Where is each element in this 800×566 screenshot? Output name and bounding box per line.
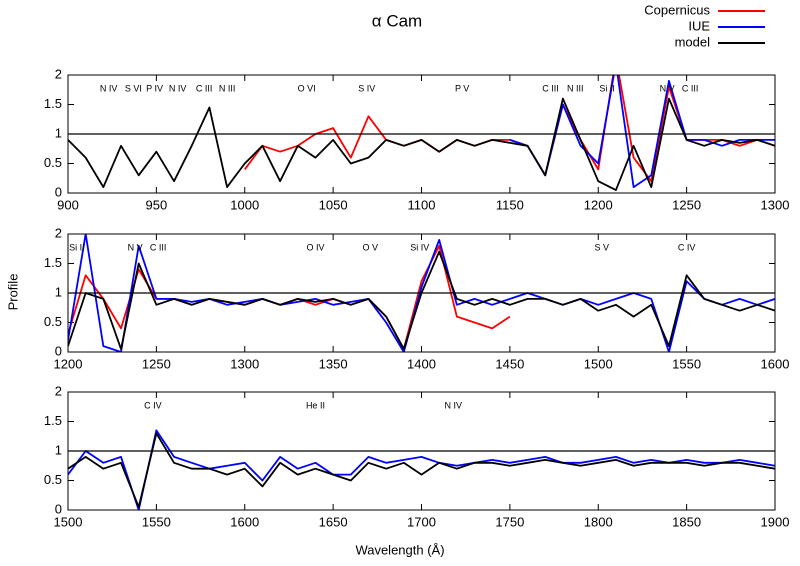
x-tick-label: 1150 [496, 197, 524, 212]
y-tick-label: 0 [55, 343, 62, 358]
y-tick-label: 0 [55, 184, 62, 199]
y-tick-label: 1 [55, 125, 62, 140]
y-tick-label: 1.5 [44, 96, 62, 111]
x-axis-label: Wavelength (Å) [355, 542, 444, 557]
x-tick-label: 1500 [584, 356, 613, 371]
line-label: O V [362, 242, 378, 252]
line-label: S V [595, 242, 610, 252]
x-tick-label: 950 [146, 197, 168, 212]
x-tick-label: 1750 [495, 514, 524, 529]
legend-label: model [675, 34, 711, 49]
x-tick-label: 1300 [761, 197, 790, 212]
line-label: S IV [358, 83, 375, 93]
y-tick-label: 2 [55, 66, 62, 81]
x-tick-label: 1450 [495, 356, 524, 371]
x-tick-label: 1500 [54, 514, 83, 529]
y-tick-label: 0.5 [44, 314, 62, 329]
y-tick-label: 1 [55, 284, 62, 299]
series-line [68, 250, 775, 350]
x-tick-label: 1650 [319, 514, 348, 529]
x-tick-label: 1850 [672, 514, 701, 529]
line-label: C III [542, 83, 559, 93]
x-tick-label: 1550 [672, 356, 701, 371]
plot-frame [67, 74, 776, 194]
legend-label: Copernicus [644, 2, 710, 17]
y-tick-label: 0.5 [44, 155, 62, 170]
x-tick-label: 1800 [584, 514, 613, 529]
x-tick-label: 1700 [407, 514, 436, 529]
x-tick-label: 1350 [319, 356, 348, 371]
x-tick-label: 1400 [407, 356, 436, 371]
y-tick-label: 1.5 [44, 255, 62, 270]
line-label: C III [150, 242, 167, 252]
y-tick-label: 0.5 [44, 472, 62, 487]
line-label: N V [128, 242, 143, 252]
x-tick-label: 1100 [408, 197, 436, 212]
y-tick-label: 2 [55, 383, 62, 398]
line-label: N IV [445, 400, 463, 410]
chart-title: α Cam [372, 11, 422, 30]
series-line [68, 432, 775, 508]
line-label: P IV [146, 83, 163, 93]
line-label: C III [196, 83, 213, 93]
line-label: N III [567, 83, 584, 93]
line-label: Si IV [410, 242, 429, 252]
legend-label: IUE [688, 18, 710, 33]
x-tick-label: 1300 [230, 356, 259, 371]
line-label: P V [455, 83, 469, 93]
y-tick-label: 1.5 [44, 413, 62, 428]
line-label: C IV [678, 242, 696, 252]
x-tick-label: 1200 [584, 197, 613, 212]
x-tick-label: 900 [57, 197, 79, 212]
line-label: C III [682, 83, 699, 93]
plot-frame [67, 233, 776, 353]
x-tick-label: 1250 [142, 356, 171, 371]
line-label: N IV [100, 83, 118, 93]
series-line [68, 429, 775, 510]
series-line [68, 97, 775, 191]
line-label: O IV [306, 242, 324, 252]
y-tick-label: 2 [55, 225, 62, 240]
y-tick-label: 1 [55, 442, 62, 457]
x-tick-label: 1000 [230, 197, 259, 212]
plot-frame [67, 391, 776, 511]
x-tick-label: 1200 [54, 356, 83, 371]
x-tick-label: 1600 [761, 356, 790, 371]
line-label: S VI [125, 83, 142, 93]
line-label: N III [219, 83, 236, 93]
x-tick-label: 1050 [319, 197, 348, 212]
line-label: Si II [69, 242, 85, 252]
x-tick-label: 1600 [230, 514, 259, 529]
x-tick-label: 1550 [142, 514, 171, 529]
line-label: N IV [169, 83, 187, 93]
line-label: O VI [298, 83, 316, 93]
line-label: Si II [599, 83, 615, 93]
line-label: He II [306, 400, 325, 410]
line-label: N V [660, 83, 675, 93]
x-tick-label: 1250 [672, 197, 701, 212]
y-tick-label: 0 [55, 501, 62, 516]
line-label: C IV [144, 400, 162, 410]
x-tick-label: 1900 [761, 514, 790, 529]
y-axis-label: Profile [5, 274, 20, 311]
